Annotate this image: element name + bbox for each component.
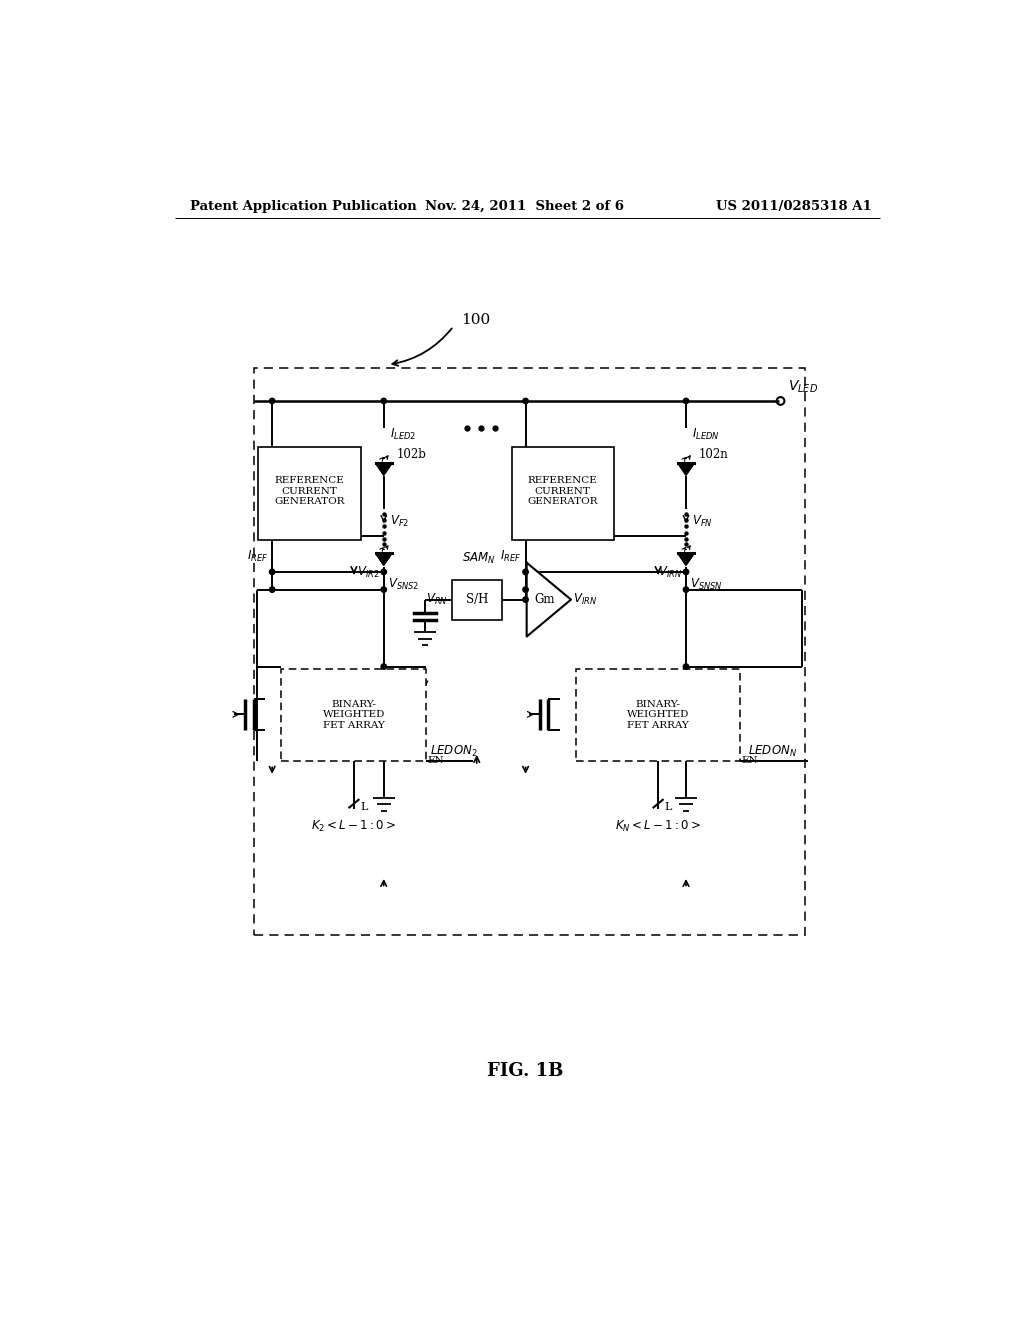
Text: L: L [360, 801, 368, 812]
Circle shape [381, 399, 386, 404]
Text: $V_{LED}$: $V_{LED}$ [788, 379, 818, 395]
Text: $V_{IRN}$: $V_{IRN}$ [658, 565, 682, 581]
Circle shape [683, 399, 689, 404]
Text: $I_{LEDN}$: $I_{LEDN}$ [692, 426, 720, 442]
Text: $V_{IRN}$: $V_{IRN}$ [573, 593, 597, 607]
Text: 102n: 102n [698, 449, 728, 462]
Circle shape [269, 569, 274, 574]
Text: Gm: Gm [535, 593, 555, 606]
Text: $I_{REF}$: $I_{REF}$ [501, 549, 521, 564]
Circle shape [381, 664, 386, 669]
Text: $LEDON_2$: $LEDON_2$ [430, 743, 478, 759]
Text: 100: 100 [461, 313, 490, 327]
Circle shape [683, 664, 689, 669]
Polygon shape [678, 463, 694, 475]
Bar [282, 669, 426, 760]
Circle shape [381, 569, 386, 574]
Circle shape [523, 399, 528, 404]
Text: $K_2<L-1:0>$: $K_2<L-1:0>$ [311, 820, 396, 834]
Polygon shape [526, 562, 571, 636]
Text: 102b: 102b [396, 449, 426, 462]
Bar [254, 368, 805, 935]
Bar [512, 447, 614, 540]
Text: $I_{REF}$: $I_{REF}$ [247, 549, 268, 564]
Text: $LEDON_N$: $LEDON_N$ [748, 743, 797, 759]
Circle shape [683, 587, 689, 593]
Text: BINARY-
WEIGHTED
FET ARRAY: BINARY- WEIGHTED FET ARRAY [627, 700, 689, 730]
Text: $V_{RN}$: $V_{RN}$ [426, 593, 449, 607]
Text: $K_N<L-1:0>$: $K_N<L-1:0>$ [615, 820, 701, 834]
Text: $I_{LED2}$: $I_{LED2}$ [390, 426, 416, 442]
Circle shape [523, 597, 528, 602]
Text: US 2011/0285318 A1: US 2011/0285318 A1 [716, 199, 872, 213]
Text: REFERENCE
CURRENT
GENERATOR: REFERENCE CURRENT GENERATOR [527, 477, 598, 506]
Text: EN: EN [428, 756, 444, 766]
Text: L: L [665, 801, 672, 812]
Circle shape [523, 587, 528, 593]
Text: Patent Application Publication: Patent Application Publication [190, 199, 417, 213]
Text: $V_{IR2}$: $V_{IR2}$ [357, 565, 380, 581]
Bar [258, 447, 360, 540]
Circle shape [269, 399, 274, 404]
Polygon shape [376, 553, 392, 565]
Bar [452, 579, 502, 619]
Text: EN: EN [741, 756, 759, 766]
Text: Nov. 24, 2011  Sheet 2 of 6: Nov. 24, 2011 Sheet 2 of 6 [425, 199, 625, 213]
Circle shape [523, 569, 528, 574]
Polygon shape [376, 463, 392, 475]
Text: REFERENCE
CURRENT
GENERATOR: REFERENCE CURRENT GENERATOR [274, 477, 345, 506]
Circle shape [683, 569, 689, 574]
Text: $V_{SNS2}$: $V_{SNS2}$ [388, 577, 419, 591]
Circle shape [381, 587, 386, 593]
Bar [575, 669, 740, 760]
Text: $SAM_N$: $SAM_N$ [462, 550, 495, 565]
Text: S/H: S/H [466, 593, 488, 606]
Text: $V_{SNSN}$: $V_{SNSN}$ [690, 577, 723, 591]
Circle shape [269, 587, 274, 593]
Polygon shape [678, 553, 694, 565]
Text: BINARY-
WEIGHTED
FET ARRAY: BINARY- WEIGHTED FET ARRAY [323, 700, 385, 730]
Text: FIG. 1B: FIG. 1B [486, 1061, 563, 1080]
Text: $V_{F2}$: $V_{F2}$ [390, 515, 410, 529]
Text: $V_{FN}$: $V_{FN}$ [692, 515, 713, 529]
